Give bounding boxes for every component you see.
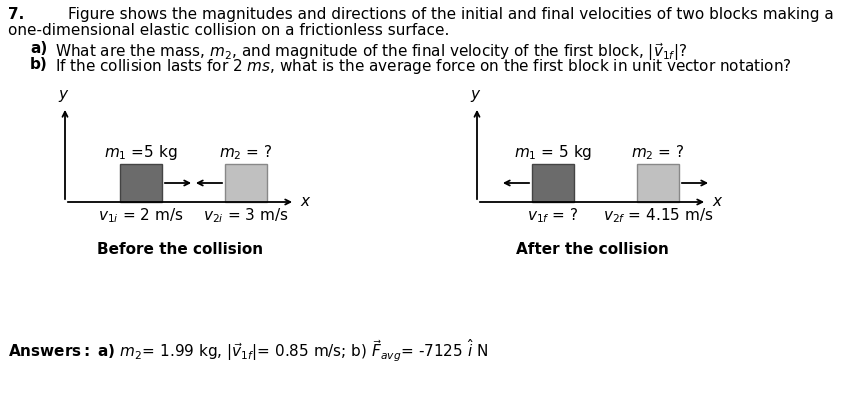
Bar: [532, 164, 574, 202]
Text: y: y: [470, 87, 480, 102]
Text: x: x: [712, 194, 721, 209]
Text: After the collision: After the collision: [516, 242, 668, 257]
Text: $v_{1i}$ = 2 m/s: $v_{1i}$ = 2 m/s: [99, 206, 184, 225]
Bar: [120, 164, 162, 202]
Text: $v_{1f}$ = ?: $v_{1f}$ = ?: [527, 206, 579, 225]
Text: Before the collision: Before the collision: [97, 242, 263, 257]
Text: a): a): [30, 41, 47, 56]
Text: $m_2$ = ?: $m_2$ = ?: [631, 143, 685, 162]
Text: 7.: 7.: [8, 7, 24, 22]
Text: $v_{2i}$ = 3 m/s: $v_{2i}$ = 3 m/s: [203, 206, 288, 225]
Text: $m_2$ = ?: $m_2$ = ?: [219, 143, 273, 162]
Text: $v_{2f}$ = 4.15 m/s: $v_{2f}$ = 4.15 m/s: [603, 206, 713, 225]
Text: y: y: [58, 87, 67, 102]
Text: $m_1$ = 5 kg: $m_1$ = 5 kg: [514, 143, 592, 162]
Text: If the collision lasts for 2 $ms$, what is the average force on the first block : If the collision lasts for 2 $ms$, what …: [55, 57, 792, 76]
Text: one-dimensional elastic collision on a frictionless surface.: one-dimensional elastic collision on a f…: [8, 23, 449, 38]
Bar: [225, 164, 267, 202]
Text: x: x: [300, 194, 309, 209]
Bar: [637, 164, 679, 202]
Text: Figure shows the magnitudes and directions of the initial and final velocities o: Figure shows the magnitudes and directio…: [68, 7, 834, 22]
Text: $m_1$ =5 kg: $m_1$ =5 kg: [105, 143, 178, 162]
Text: What are the mass, $m_2$, and magnitude of the final velocity of the first block: What are the mass, $m_2$, and magnitude …: [55, 41, 687, 63]
Text: $\mathbf{Answers:}$ $\mathbf{a)}$ $m_2$= 1.99 kg, $|\vec{v}_{1f}|$= 0.85 m/s; b): $\mathbf{Answers:}$ $\mathbf{a)}$ $m_2$=…: [8, 337, 488, 363]
Text: b): b): [30, 57, 48, 72]
